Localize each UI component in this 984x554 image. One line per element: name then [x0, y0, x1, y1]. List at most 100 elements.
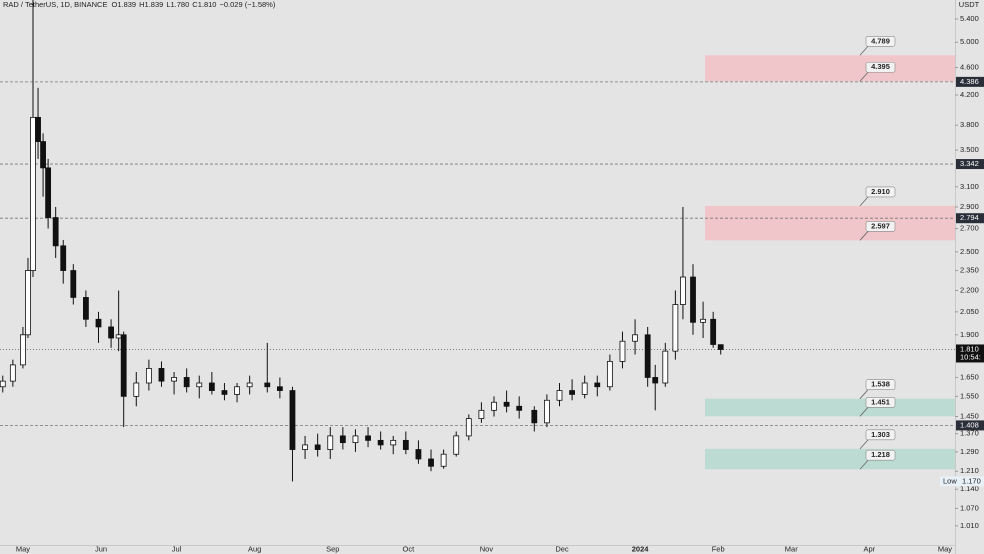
ohlc-key: L: [166, 0, 170, 9]
candle-body: [581, 382, 588, 395]
ohlc-value: 1.839: [145, 0, 164, 9]
candle-body: [302, 444, 308, 450]
x-tick-label: Aug: [248, 544, 261, 553]
candle-body: [377, 439, 384, 446]
candle-body: [453, 435, 460, 455]
candle-body: [556, 390, 563, 401]
candle-body: [45, 167, 52, 218]
ohlc-value: 1.780: [170, 0, 189, 9]
y-tick-label: 2.500: [960, 247, 979, 256]
callout-pointer: [859, 407, 869, 417]
callout-pointer: [859, 389, 869, 399]
candle-body: [544, 399, 550, 424]
x-tick-label: May: [938, 544, 952, 553]
y-tick-label: 4.200: [960, 90, 979, 99]
callout-label: 4.395: [871, 62, 890, 71]
y-tick-label: 1.550: [960, 391, 979, 400]
candle-body: [95, 318, 102, 328]
candle-body: [221, 390, 228, 395]
low-text: Low: [943, 476, 957, 485]
y-tick-label: 3.500: [960, 145, 979, 154]
price-tag-label: 3.342: [960, 159, 979, 168]
x-tick-label: Feb: [712, 544, 725, 553]
callout-box: [865, 379, 896, 391]
y-tick-label: 1.450: [960, 412, 979, 421]
candle-body: [717, 344, 724, 350]
y-tick-label: 5.400: [960, 14, 979, 23]
x-tick-label: Mar: [785, 544, 798, 553]
candle-body: [680, 276, 686, 305]
x-tick-label: Jun: [95, 544, 107, 553]
candle-body: [365, 435, 371, 441]
price-tag: [956, 76, 984, 87]
callout-label: 1.538: [871, 380, 890, 389]
candle-body: [52, 217, 59, 247]
y-tick-label: 1.140: [960, 484, 979, 493]
price-tag: [956, 159, 984, 170]
candle-body: [503, 401, 510, 407]
candle-body: [440, 453, 447, 467]
last-price-tag: [956, 344, 984, 363]
ohlc-key: H: [139, 0, 144, 9]
zone: [705, 398, 955, 417]
price-tag-label: 1.408: [960, 420, 979, 429]
candle-body: [234, 386, 240, 395]
candle-body: [246, 382, 253, 388]
countdown: 10:54:: [960, 352, 981, 361]
price-tag-label: 4.386: [960, 77, 979, 86]
ohlc-value: 1.839: [117, 0, 136, 9]
candle-body: [569, 390, 575, 395]
x-tick-label: Sep: [326, 544, 339, 553]
candle-body: [30, 116, 36, 271]
ohlc-key: C: [192, 0, 198, 9]
candle-body: [710, 318, 717, 345]
y-tick-label: 3.100: [960, 182, 979, 191]
candle-body: [171, 377, 177, 382]
y-tick-label: 1.070: [960, 503, 979, 512]
callout-box: [865, 397, 896, 408]
zone: [705, 448, 955, 470]
candle-body: [402, 439, 409, 450]
candle-body: [352, 435, 359, 444]
callout-pointer: [859, 71, 869, 82]
x-tick-label: May: [16, 544, 30, 553]
candle-body: [606, 360, 613, 388]
candle-body: [20, 334, 26, 366]
candle-body: [594, 382, 601, 388]
header: RAD / TetherUS, 1D, BINANCE O1.839 H1.839 L…: [3, 0, 276, 9]
candle-body: [264, 382, 271, 388]
y-tick-label: 4.600: [960, 62, 979, 71]
ohlc-key: O: [111, 0, 117, 9]
y-tick-label: 2.200: [960, 285, 979, 294]
low-tag: [940, 476, 984, 487]
candle-body: [415, 449, 422, 460]
candle-body: [25, 270, 31, 336]
candle-body: [478, 409, 485, 420]
y-tick-label: 1.290: [960, 447, 979, 456]
y-tick-label: 2.350: [960, 266, 979, 275]
candle-body: [428, 458, 434, 467]
x-tick-label: Jul: [172, 544, 182, 553]
candle-body: [108, 326, 114, 339]
x-tick-label: Dec: [555, 544, 569, 553]
callout-label: 2.597: [871, 221, 890, 230]
candle-body: [662, 350, 669, 384]
x-tick-label: Oct: [403, 544, 416, 553]
callout-pointer: [859, 196, 869, 207]
candle-body: [700, 318, 706, 323]
candle-body: [632, 334, 638, 342]
last-price-label: 1.810: [960, 344, 979, 353]
candle-body: [672, 304, 679, 352]
callout-box: [865, 61, 896, 73]
candle-body: [531, 409, 538, 424]
plot-area: [0, 0, 955, 482]
y-tick-label: 1.370: [960, 429, 979, 438]
callout-box: [865, 449, 896, 461]
price-tag: [956, 420, 984, 431]
candle-body: [133, 382, 140, 397]
candle-body: [60, 245, 67, 271]
callout-box: [865, 221, 896, 232]
candle-body: [327, 435, 334, 450]
